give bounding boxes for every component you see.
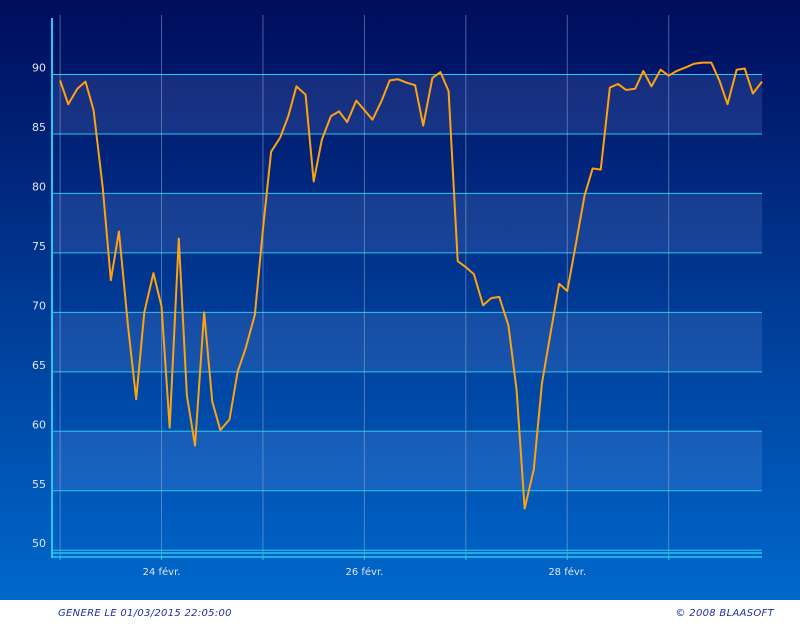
copyright: © 2008 BLAASOFT: [675, 608, 774, 619]
grid-band: [52, 431, 762, 491]
grid-band: [52, 312, 762, 372]
generated-note: GENERE LE 01/03/2015 22:05:00: [58, 608, 232, 619]
background: [0, 0, 800, 600]
grid-band: [52, 193, 762, 253]
y-tick-label: 55: [32, 478, 46, 491]
x-tick-label: 28 févr.: [548, 566, 586, 578]
y-tick-label: 70: [32, 299, 46, 312]
grid-band: [52, 74, 762, 134]
x-tick-label: 26 févr.: [345, 566, 383, 578]
data-line: [59, 61, 763, 510]
chart: 50 55 60 65 70 75 80 85 90 24 févr. 26 févr. 28 fév…: [0, 0, 800, 600]
y-tick-label: 85: [32, 121, 46, 134]
y-tick-label: 65: [32, 359, 46, 372]
y-tick-label: 90: [32, 61, 46, 74]
x-tick-label: 24 févr.: [143, 566, 181, 578]
y-tick-label: 75: [32, 240, 46, 253]
y-tick-label: 80: [32, 180, 46, 193]
y-tick-label: 60: [32, 418, 46, 431]
y-tick-label: 50: [32, 537, 46, 550]
